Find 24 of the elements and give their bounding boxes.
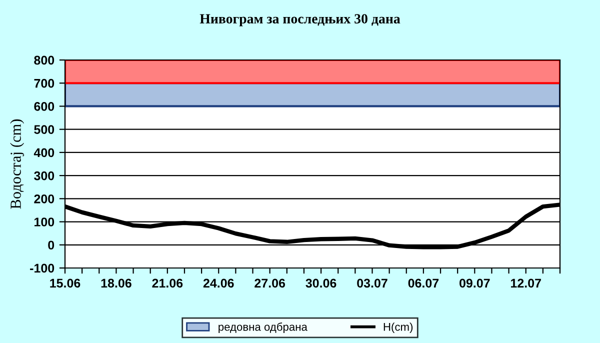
y-tick-label: 700: [34, 78, 54, 88]
y-tick-label: -100: [30, 264, 54, 273]
legend-label: редовна одбрана: [218, 322, 308, 333]
x-tick-label: 03.07: [357, 278, 388, 288]
x-tick-label: 30.06: [306, 278, 336, 288]
x-tick-label: 27.06: [254, 278, 286, 288]
y-tick-label: 0: [48, 240, 54, 250]
x-tick-label: 21.06: [152, 278, 183, 288]
x-tick-label: 15.06: [50, 278, 80, 288]
y-tick-label: 400: [34, 148, 54, 158]
x-tick-label: 18.06: [101, 278, 132, 288]
x-tick-label: 09.07: [460, 278, 490, 288]
y-tick-label: 100: [34, 218, 54, 226]
y-axis-title: Водостај (cm): [10, 119, 24, 209]
chart-title: Нивограм за последњих 30 дана: [200, 14, 400, 26]
legend-label: H(cm): [384, 322, 413, 333]
y-tick-label: 500: [34, 125, 54, 134]
y-tick-label: 600: [34, 102, 54, 111]
x-tick-label: 24.06: [203, 278, 234, 288]
x-tick-label: 06.07: [408, 278, 439, 288]
y-tick-label: 300: [34, 171, 54, 180]
y-tick-label: 800: [34, 56, 54, 65]
y-tick-label: 200: [34, 194, 54, 204]
x-tick-label: 12.07: [511, 278, 541, 288]
